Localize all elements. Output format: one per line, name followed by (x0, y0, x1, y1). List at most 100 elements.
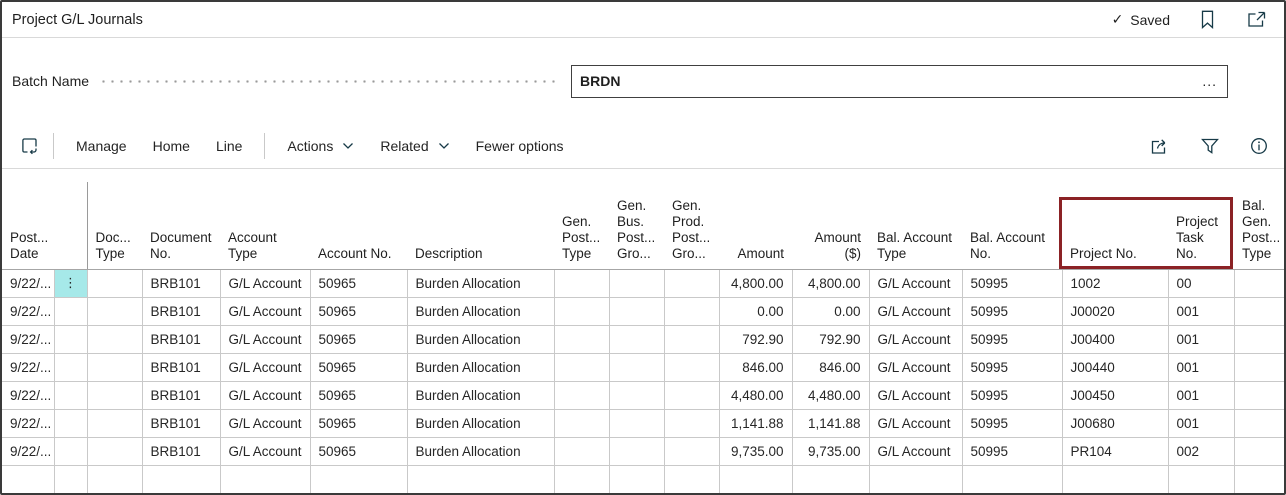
cell-project-task-no[interactable]: 001 (1168, 409, 1235, 438)
cell-post-date[interactable]: 9/22/... (2, 325, 55, 354)
cell-gen-prod-post-gro[interactable] (664, 381, 720, 410)
cell-project-no[interactable]: 1002 (1062, 269, 1169, 298)
cell-account-type[interactable]: G/L Account (220, 437, 311, 466)
cell-doc-type[interactable] (87, 269, 143, 298)
batch-name-lookup-button[interactable]: ... (1202, 73, 1217, 89)
cell-bal-account-type[interactable]: G/L Account (869, 297, 963, 326)
cell-gen-post-type[interactable] (554, 381, 610, 410)
cell-account-type[interactable]: G/L Account (220, 353, 311, 382)
cell-bal-gen-post-type[interactable] (1234, 381, 1284, 410)
cell-gen-bus-post-gro[interactable] (609, 409, 665, 438)
cell-gen-bus-post-gro[interactable] (609, 353, 665, 382)
cell-project-task-no[interactable]: 001 (1168, 325, 1235, 354)
cell-description[interactable]: Burden Allocation (407, 353, 555, 382)
cell-document-no[interactable]: BRB101 (142, 353, 221, 382)
cell-description[interactable]: Burden Allocation (407, 325, 555, 354)
cell-post-date[interactable]: 9/22/... (2, 353, 55, 382)
menu-related[interactable]: Related (367, 132, 462, 160)
cell-bal-account-type[interactable] (869, 465, 963, 493)
cell-account-type[interactable]: G/L Account (220, 381, 311, 410)
cell-amount[interactable] (719, 465, 793, 493)
col-header-project-no[interactable]: Project No. (1062, 182, 1168, 270)
col-header-gen-bus-post-gro[interactable]: Gen. Bus. Post... Gro... (609, 182, 664, 270)
cell-project-task-no[interactable] (1168, 465, 1235, 493)
col-header-row-marker[interactable] (54, 182, 88, 270)
filter-icon[interactable] (1199, 136, 1221, 156)
cell-bal-account-type[interactable]: G/L Account (869, 381, 963, 410)
cell-amount-usd[interactable]: 792.90 (792, 325, 870, 354)
cell-gen-prod-post-gro[interactable] (664, 325, 720, 354)
cell-account-type[interactable]: G/L Account (220, 409, 311, 438)
cell-description[interactable]: Burden Allocation (407, 381, 555, 410)
info-icon[interactable] (1248, 135, 1270, 157)
cell-gen-prod-post-gro[interactable] (664, 353, 720, 382)
cell-gen-bus-post-gro[interactable] (609, 325, 665, 354)
cell-post-date[interactable] (2, 465, 55, 493)
cell-bal-account-no[interactable] (962, 465, 1063, 493)
cell-post-date[interactable]: 9/22/... (2, 381, 55, 410)
cell-bal-account-type[interactable]: G/L Account (869, 409, 963, 438)
cell-document-no[interactable]: BRB101 (142, 325, 221, 354)
cell-bal-account-type[interactable]: G/L Account (869, 437, 963, 466)
cell-gen-post-type[interactable] (554, 325, 610, 354)
cell-project-no[interactable]: J00440 (1062, 353, 1169, 382)
cell-row-marker[interactable] (54, 437, 88, 466)
cell-document-no[interactable]: BRB101 (142, 381, 221, 410)
cell-gen-post-type[interactable] (554, 437, 610, 466)
cell-row-marker[interactable] (54, 353, 88, 382)
cell-bal-account-type[interactable]: G/L Account (869, 325, 963, 354)
cell-gen-bus-post-gro[interactable] (609, 269, 665, 298)
cell-bal-gen-post-type[interactable] (1234, 465, 1284, 493)
col-header-account-type[interactable]: Account Type (220, 182, 310, 270)
cell-bal-account-no[interactable]: 50995 (962, 297, 1063, 326)
cell-gen-bus-post-gro[interactable] (609, 465, 665, 493)
cell-description[interactable]: Burden Allocation (407, 297, 555, 326)
cell-row-marker[interactable] (54, 409, 88, 438)
cell-amount-usd[interactable]: 4,800.00 (792, 269, 870, 298)
col-header-project-task-no[interactable]: Project Task No. (1168, 182, 1234, 270)
col-header-doc-type[interactable]: Doc... Type (87, 182, 142, 270)
menu-manage[interactable]: Manage (63, 132, 140, 160)
col-header-bal-account-no[interactable]: Bal. Account No. (962, 182, 1062, 270)
cell-doc-type[interactable] (87, 437, 143, 466)
cell-amount[interactable]: 0.00 (719, 297, 793, 326)
cell-bal-gen-post-type[interactable] (1234, 409, 1284, 438)
cell-post-date[interactable]: 9/22/... (2, 437, 55, 466)
cell-amount[interactable]: 846.00 (719, 353, 793, 382)
cell-amount-usd[interactable]: 846.00 (792, 353, 870, 382)
cell-account-no[interactable] (310, 465, 408, 493)
cell-project-no[interactable]: J00400 (1062, 325, 1169, 354)
col-header-gen-post-type[interactable]: Gen. Post... Type (554, 182, 609, 270)
cell-gen-post-type[interactable] (554, 465, 610, 493)
cell-row-marker[interactable] (54, 381, 88, 410)
cell-bal-gen-post-type[interactable] (1234, 353, 1284, 382)
col-header-amount[interactable]: Amount (719, 182, 792, 270)
cell-account-no[interactable]: 50965 (310, 325, 408, 354)
cell-post-date[interactable]: 9/22/... (2, 269, 55, 298)
cell-account-no[interactable]: 50965 (310, 437, 408, 466)
cell-bal-gen-post-type[interactable] (1234, 437, 1284, 466)
cell-bal-gen-post-type[interactable] (1234, 325, 1284, 354)
cell-bal-account-no[interactable]: 50995 (962, 269, 1063, 298)
cell-gen-prod-post-gro[interactable] (664, 269, 720, 298)
cell-amount-usd[interactable] (792, 465, 870, 493)
share-icon[interactable] (1148, 136, 1172, 157)
cell-row-marker[interactable] (54, 297, 88, 326)
cell-account-no[interactable]: 50965 (310, 353, 408, 382)
cell-gen-post-type[interactable] (554, 297, 610, 326)
cell-gen-bus-post-gro[interactable] (609, 437, 665, 466)
cell-amount-usd[interactable]: 0.00 (792, 297, 870, 326)
cell-account-no[interactable]: 50965 (310, 381, 408, 410)
cell-bal-account-no[interactable]: 50995 (962, 353, 1063, 382)
cell-description[interactable]: Burden Allocation (407, 409, 555, 438)
cell-project-no[interactable]: J00020 (1062, 297, 1169, 326)
cell-gen-prod-post-gro[interactable] (664, 465, 720, 493)
menu-fewer-options[interactable]: Fewer options (463, 132, 577, 160)
cell-account-type[interactable]: G/L Account (220, 325, 311, 354)
cell-account-type[interactable]: G/L Account (220, 297, 311, 326)
open-in-new-window-icon[interactable] (1245, 9, 1268, 30)
menu-actions[interactable]: Actions (274, 132, 367, 160)
cell-doc-type[interactable] (87, 297, 143, 326)
cell-bal-gen-post-type[interactable] (1234, 269, 1284, 298)
cell-row-marker[interactable] (54, 325, 88, 354)
